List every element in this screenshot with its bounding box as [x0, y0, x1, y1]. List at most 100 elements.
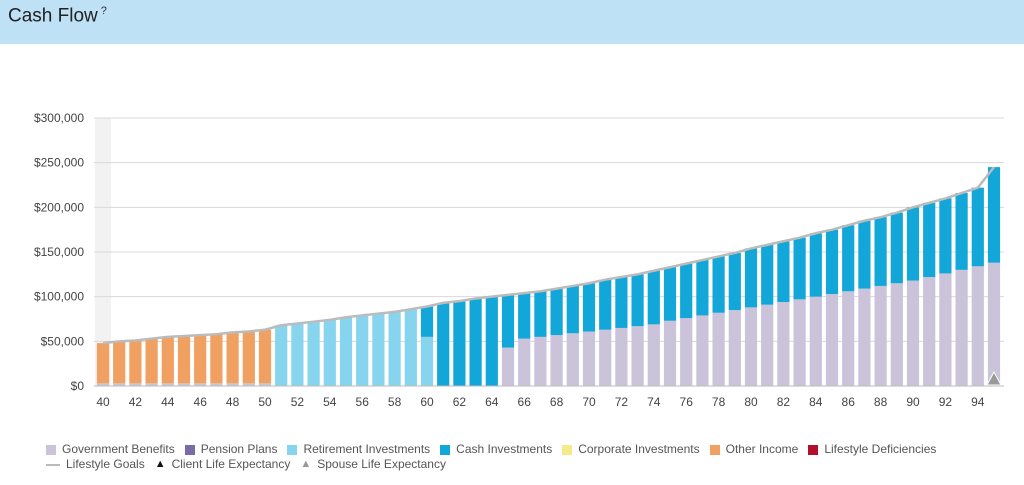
y-tick-label: $250,000	[34, 156, 84, 170]
bar-government-benefits	[874, 285, 887, 386]
bar-retirement-investments	[388, 311, 401, 386]
legend-label: Spouse Life Expectancy	[317, 457, 446, 471]
bar-retirement-investments	[372, 313, 385, 386]
x-tick-label: 68	[550, 395, 564, 409]
legend-label: Other Income	[725, 442, 799, 456]
chart-legend: Government Benefits Pension Plans Retire…	[46, 442, 946, 472]
cash-investments-swatch	[440, 444, 451, 455]
legend-label: Lifestyle Deficiencies	[824, 442, 937, 456]
bar-government-benefits	[534, 336, 547, 386]
legend-item-lifestyle-goals[interactable]: Lifestyle Goals	[46, 457, 145, 472]
bar-government-benefits	[777, 302, 790, 386]
help-icon[interactable]: ?	[100, 5, 107, 17]
legend-item-government-benefits[interactable]: Government Benefits	[46, 442, 175, 457]
bar-government-benefits	[242, 383, 255, 386]
government-benefits-swatch	[46, 444, 56, 455]
header-bar: Cash Flow?	[0, 0, 1024, 44]
pension-plans-swatch	[184, 444, 195, 455]
bar-retirement-investments	[307, 321, 320, 386]
bar-cash-investments	[809, 233, 822, 297]
x-tick-label: 48	[226, 395, 240, 409]
legend-item-pension-plans[interactable]: Pension Plans	[184, 442, 278, 457]
legend-item-lifestyle-deficiencies[interactable]: Lifestyle Deficiencies	[808, 442, 936, 457]
legend-item-other-income[interactable]: Other Income	[709, 442, 799, 457]
x-tick-label: 78	[712, 395, 726, 409]
bar-government-benefits	[955, 269, 968, 386]
other-income-swatch	[709, 444, 720, 455]
legend-row-2: Lifestyle Goals ▲ Client Life Expectancy …	[46, 457, 946, 472]
legend-label: Pension Plans	[200, 442, 278, 456]
bar-cash-investments	[728, 252, 741, 311]
bar-government-benefits	[647, 324, 660, 386]
bar-other-income	[194, 335, 207, 384]
x-tick-label: 60	[420, 395, 434, 409]
corporate-investments-swatch	[562, 444, 573, 455]
bar-government-benefits	[858, 288, 871, 386]
x-tick-label: 46	[194, 395, 208, 409]
legend-item-spouse-life-expectancy[interactable]: ▲ Spouse Life Expectancy	[300, 457, 446, 472]
bar-government-benefits	[96, 383, 110, 386]
bar-government-benefits	[129, 383, 142, 386]
bar-cash-investments	[858, 220, 871, 289]
bar-other-income	[129, 340, 142, 384]
bar-government-benefits	[923, 277, 936, 386]
bar-government-benefits	[761, 304, 774, 386]
bar-government-benefits	[582, 331, 596, 386]
legend-label: Government Benefits	[62, 442, 175, 456]
x-tick-label: 76	[680, 395, 694, 409]
retirement-investments-swatch	[287, 444, 298, 455]
bar-government-benefits	[842, 291, 855, 386]
bar-cash-investments	[663, 267, 677, 321]
bar-government-benefits	[939, 273, 952, 386]
bar-cash-investments	[420, 306, 434, 337]
spouse-life-expectancy-marker	[986, 370, 1002, 386]
x-tick-label: 54	[323, 395, 337, 409]
legend-row-1: Government Benefits Pension Plans Retire…	[46, 442, 946, 457]
bar-government-benefits	[113, 383, 126, 386]
bar-other-income	[161, 336, 174, 384]
bar-government-benefits	[550, 335, 563, 386]
bar-government-benefits	[615, 327, 628, 386]
y-tick-label: $150,000	[34, 245, 84, 259]
bar-cash-investments	[777, 241, 790, 303]
legend-item-corporate-investments[interactable]: Corporate Investments	[562, 442, 700, 457]
bar-government-benefits	[793, 299, 806, 386]
bar-government-benefits	[987, 262, 1001, 386]
x-tick-label: 88	[874, 395, 888, 409]
bar-cash-investments	[890, 212, 903, 284]
x-tick-label: 58	[388, 395, 402, 409]
triangle-icon: ▲	[154, 458, 166, 470]
bar-cash-investments	[761, 244, 774, 305]
bar-cash-investments	[923, 202, 936, 278]
bar-government-benefits	[161, 383, 174, 386]
bar-government-benefits	[145, 383, 158, 386]
x-tick-label: 84	[809, 395, 823, 409]
page-title: Cash Flow?	[8, 5, 107, 27]
bar-government-benefits	[712, 312, 725, 386]
legend-item-client-life-expectancy[interactable]: ▲ Client Life Expectancy	[155, 457, 291, 472]
lifestyle-goals-line-icon	[46, 463, 60, 466]
legend-item-cash-investments[interactable]: Cash Investments	[440, 442, 552, 457]
y-tick-label: $300,000	[34, 111, 84, 125]
bar-cash-investments	[744, 248, 758, 308]
bar-cash-investments	[712, 256, 725, 313]
x-tick-label: 94	[971, 395, 985, 409]
y-tick-label: $0	[71, 379, 85, 393]
bar-retirement-investments	[323, 319, 336, 386]
lifestyle-deficiencies-swatch	[808, 444, 819, 455]
bar-cash-investments	[485, 296, 498, 386]
bar-retirement-investments	[404, 309, 417, 386]
triangle-icon: ▲	[300, 458, 312, 470]
bar-cash-investments	[906, 207, 920, 281]
bar-government-benefits	[210, 383, 223, 386]
bar-retirement-investments	[275, 325, 288, 386]
bar-government-benefits	[566, 333, 579, 386]
bar-government-benefits	[906, 280, 920, 386]
bar-other-income	[145, 338, 158, 384]
legend-label: Lifestyle Goals	[66, 457, 145, 471]
x-tick-label: 92	[939, 395, 953, 409]
x-tick-label: 62	[453, 395, 467, 409]
legend-item-retirement-investments[interactable]: Retirement Investments	[287, 442, 430, 457]
bar-government-benefits	[194, 383, 207, 386]
x-tick-label: 82	[777, 395, 791, 409]
